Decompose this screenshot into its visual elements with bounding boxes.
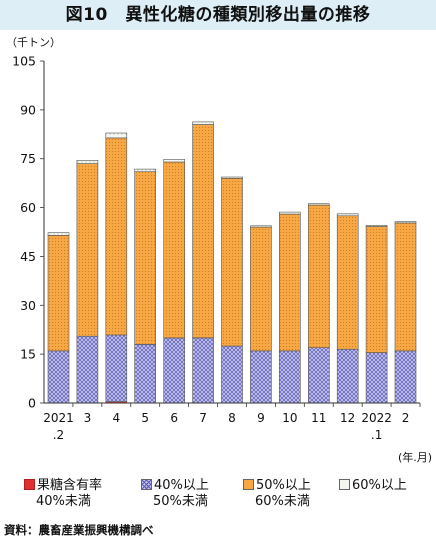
x-axis-unit-label: (年.月) [398, 451, 433, 464]
bars-group [47, 121, 417, 404]
bar-segment-50to60-9 [307, 204, 330, 348]
bar-segment-40to50-7 [250, 350, 272, 404]
x-tick-label-12: 2 [402, 411, 410, 425]
x-tick-label-7: 9 [257, 411, 265, 425]
y-tick-label-2: 30 [20, 298, 36, 313]
x-tick-label-10: 12 [340, 411, 355, 425]
bar-segment-40to50-10 [336, 348, 359, 404]
source-note: 資料：農畜産業振興機構調べ [4, 523, 154, 537]
bar-segment-50to60-12 [394, 222, 417, 352]
x-tick-label-3: 5 [141, 411, 149, 425]
y-tick-label-4: 60 [20, 200, 36, 215]
bar-segment-above60-12 [394, 221, 417, 224]
legend-swatch-light [339, 479, 350, 490]
bar-segment-50to60-11 [365, 226, 388, 353]
y-tick-label-7: 105 [12, 54, 36, 69]
legend-swatch-orange [243, 479, 254, 490]
bar-segment-50to60-6 [221, 178, 243, 347]
bar-segment-above60-1 [76, 160, 99, 164]
x-tick-label-6: 8 [228, 411, 236, 425]
legend-label-50to60-line2: 60%未満 [255, 494, 310, 509]
legend-label-below40-line1: 果糖含有率 [37, 478, 103, 493]
axes-group: 2021.23 4 5 6 7 8 9 10 11 12 2022.1201530456075901… [12, 54, 421, 442]
legend-label-40to50-line1: 40%以上 [154, 478, 209, 493]
legend-label-below40-line2: 40%未満 [36, 494, 91, 509]
x-tick-label-0: 2021 [43, 411, 74, 425]
x-tick-label-11: 2022 [361, 411, 392, 425]
x-tick-label-9: 11 [311, 411, 326, 425]
x-tick-label-4: 6 [170, 411, 178, 425]
bar-segment-40to50-3 [134, 344, 156, 404]
bar-segment-above60-2 [105, 132, 128, 139]
legend-label-50to60-line1: 50%以上 [256, 478, 311, 493]
bar-segment-50to60-0 [47, 235, 70, 352]
legend-item-below40: 果糖含有率 40%未満 [24, 478, 102, 510]
bar-segment-above60-10 [336, 213, 359, 217]
bar-segment-40to50-2 [105, 334, 128, 402]
bar-segment-40to50-9 [307, 347, 330, 404]
bar-segment-50to60-10 [336, 215, 359, 350]
x-tick-label-8: 10 [282, 411, 297, 425]
bar-segment-50to60-5 [192, 124, 214, 339]
legend-item-40to50: 40%以上 50%未満 [141, 478, 209, 510]
bar-segment-above60-0 [47, 232, 70, 236]
y-tick-label-0: 0 [28, 396, 36, 411]
bar-segment-40to50-12 [394, 350, 417, 404]
legend-item-above60: 60%以上 [339, 478, 407, 494]
y-axis-unit-label: （千トン） [6, 36, 61, 49]
y-tick-label-3: 45 [20, 249, 36, 264]
bar-segment-above60-11 [365, 225, 388, 227]
x-tick-label-5: 7 [199, 411, 207, 425]
bar-segment-above60-9 [307, 203, 330, 206]
y-tick-label-1: 15 [20, 347, 36, 362]
bar-segment-above60-7 [250, 225, 272, 228]
bar-chart: 2021.23 4 5 6 7 8 9 10 11 12 2022.1201530456075901… [12, 54, 421, 442]
bar-segment-40to50-1 [76, 335, 99, 404]
bar-segment-above60-8 [278, 211, 301, 215]
bar-segment-50to60-7 [250, 226, 272, 352]
chart-title: 図10 異性化糖の種類別移出量の推移 [0, 0, 436, 30]
x-tick-label-2: 4 [112, 411, 120, 425]
bar-segment-above60-5 [192, 121, 214, 125]
legend-label-above60: 60%以上 [352, 478, 407, 493]
bar-segment-40to50-6 [221, 345, 243, 404]
bar-segment-above60-4 [163, 159, 185, 163]
bar-segment-50to60-3 [134, 171, 156, 345]
legend-swatch-red [24, 479, 35, 490]
y-tick-label-6: 90 [20, 102, 36, 117]
bar-segment-50to60-4 [163, 161, 185, 339]
bar-segment-40to50-11 [365, 352, 388, 404]
bar-segment-40to50-4 [163, 337, 185, 404]
bar-segment-above60-3 [134, 168, 156, 173]
legend-item-50to60: 50%以上 60%未満 [243, 478, 311, 510]
y-tick-label-5: 75 [20, 151, 36, 166]
bar-segment-above60-6 [221, 176, 243, 179]
bar-segment-40to50-0 [47, 350, 70, 404]
bar-segment-50to60-2 [105, 137, 128, 336]
x-tick-label-1: 3 [84, 411, 92, 425]
legend-swatch-crosshatch [141, 479, 152, 490]
bar-segment-50to60-1 [76, 163, 99, 337]
x-tick-label-0-line2: .2 [53, 428, 64, 442]
x-tick-label-11-line2: .1 [371, 428, 382, 442]
legend-label-40to50-line2: 50%未満 [153, 494, 208, 509]
bar-segment-50to60-8 [278, 213, 301, 352]
bar-segment-40to50-8 [278, 350, 301, 404]
bar-segment-40to50-5 [192, 337, 214, 404]
